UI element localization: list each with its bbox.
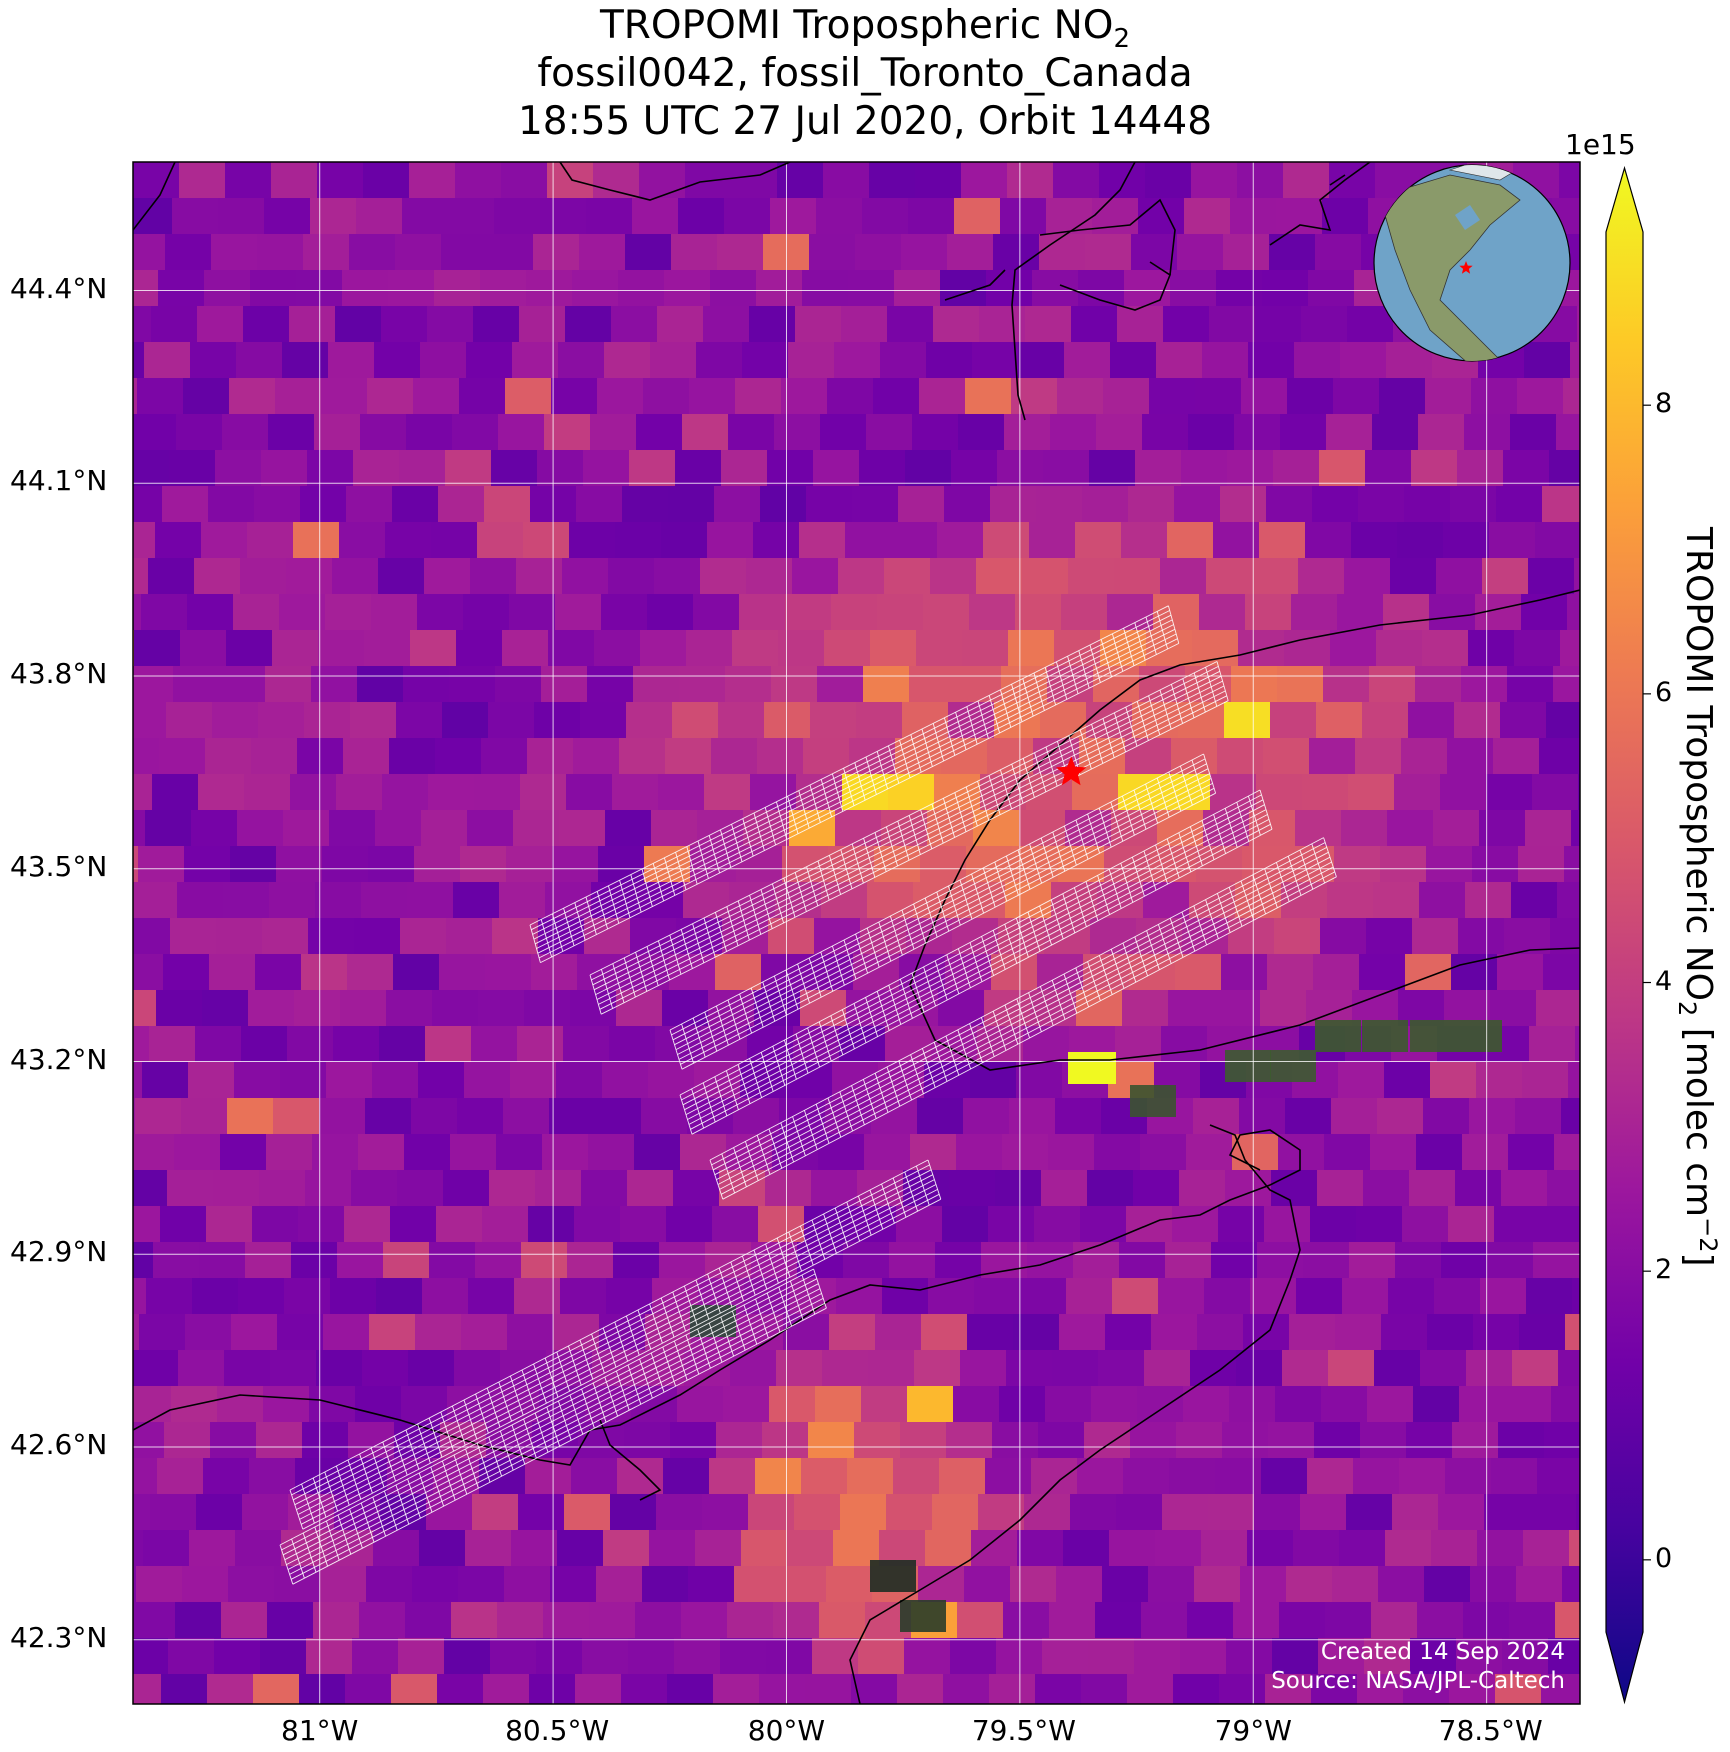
map-frame [132,161,1581,1705]
lat-tick-label: 42.6°N [10,1428,108,1461]
target-star-marker [1056,756,1087,786]
lat-tick-label: 43.2°N [10,1042,108,1076]
graticule [133,162,1580,1704]
map-title-line1: TROPOMI Tropospheric NO2 [599,3,1131,54]
lon-tick-label: 79.5°W [971,1714,1076,1747]
colorbar-scale-label: 1e15 [1565,128,1636,161]
map-title-line3: 18:55 UTC 27 Jul 2020, Orbit 14448 [517,99,1213,144]
colorbar-ticks [1643,404,1651,1561]
lon-tick-label: 78.5°W [1438,1714,1543,1747]
coastlines [133,162,1580,1704]
inset-globe [1373,164,1571,362]
globe-target-star [1459,261,1473,274]
lat-tick-label: 44.4°N [10,271,108,305]
lat-tick-label: 43.5°N [10,849,108,883]
lat-tick-label: 42.9°N [10,1235,108,1269]
colorbar-label: TROPOMI Tropospheric NO2 [molec cm−2] [1672,527,1722,1267]
lat-tick-label: 42.3°N [10,1620,108,1654]
map-title-line2: fossil0042, fossil_Toronto_Canada [537,51,1193,96]
lon-tick-label: 80.5°W [505,1714,610,1747]
colorbar-tick-label: 0 [1655,1542,1673,1574]
colorbar-tick-label: 8 [1655,388,1673,420]
colorbar-tick-label: 6 [1655,676,1673,708]
credit-created: Created 14 Sep 2024 [1320,1639,1565,1665]
lon-tick-label: 81°W [281,1714,359,1747]
lon-tick-label: 80°W [747,1714,826,1747]
colorbar-tick-label: 4 [1655,965,1673,997]
credit-text: Created 14 Sep 2024 Source: NASA/JPL-Cal… [1271,1638,1565,1696]
target-mode-swath-grid [279,605,1337,1585]
lat-tick-label: 43.8°N [10,657,108,690]
colorbar-gradient-bar [1605,165,1644,1705]
lat-tick-label: 44.1°N [10,464,108,498]
lon-tick-label: 79°W [1214,1714,1292,1747]
credit-source: Source: NASA/JPL-Caltech [1271,1668,1565,1694]
colorbar-tick-label: 2 [1655,1254,1673,1286]
